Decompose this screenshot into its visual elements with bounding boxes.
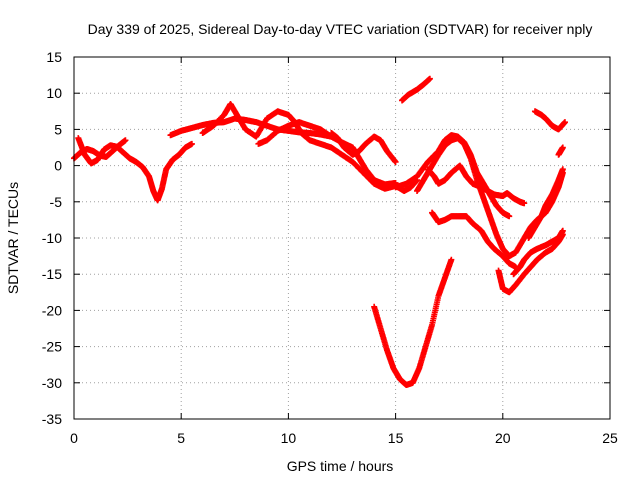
series-track-13 [371, 256, 455, 388]
y-tick-label: 15 [46, 49, 62, 65]
y-tick-label: -25 [42, 339, 62, 355]
series-track-11 [531, 108, 568, 133]
data-point [426, 75, 433, 82]
series-track-6 [328, 130, 399, 165]
x-tick-label: 20 [495, 430, 511, 446]
data-point [521, 200, 528, 207]
y-axis-label: SDTVAR / TECUs [5, 182, 21, 294]
data-point [559, 227, 566, 234]
series-track-12 [555, 144, 566, 158]
y-tick-label: -30 [42, 375, 62, 391]
data-points [71, 75, 568, 388]
data-point [122, 137, 129, 144]
series-track-17 [525, 166, 566, 241]
series-track-16 [510, 227, 566, 278]
y-tick-label: -35 [42, 411, 62, 427]
x-tick-label: 25 [602, 430, 618, 446]
y-tick-label: 10 [46, 85, 62, 101]
chart-title: Day 339 of 2025, Sidereal Day-to-day VTE… [88, 21, 593, 37]
data-point [559, 144, 566, 151]
series-track-14 [429, 209, 519, 270]
x-tick-label: 5 [177, 430, 185, 446]
data-point [448, 256, 455, 263]
x-axis-label: GPS time / hours [287, 458, 394, 474]
data-point [559, 166, 566, 173]
series-track-10 [399, 75, 433, 104]
y-tick-label: -5 [50, 194, 63, 210]
y-tick-label: 5 [54, 121, 62, 137]
data-point [506, 213, 513, 220]
y-tick-label: -15 [42, 266, 62, 282]
series-track-2 [75, 135, 195, 204]
x-tick-label: 10 [281, 430, 297, 446]
data-point [561, 119, 568, 126]
data-point [188, 140, 195, 147]
y-tick-label: -10 [42, 230, 62, 246]
y-tick-label: 0 [54, 158, 62, 174]
data-point [392, 158, 399, 165]
series-track-4 [199, 101, 421, 194]
x-tick-label: 15 [388, 430, 404, 446]
grid-lines [74, 57, 610, 419]
series-track-9 [424, 162, 528, 207]
x-tick-label: 0 [70, 430, 78, 446]
y-tick-label: -20 [42, 302, 62, 318]
axis-ticks: 0 5 10 15 20 25 -35 -30 -25 -20 -15 -10 -5 0 5 10 15 [42, 49, 618, 446]
